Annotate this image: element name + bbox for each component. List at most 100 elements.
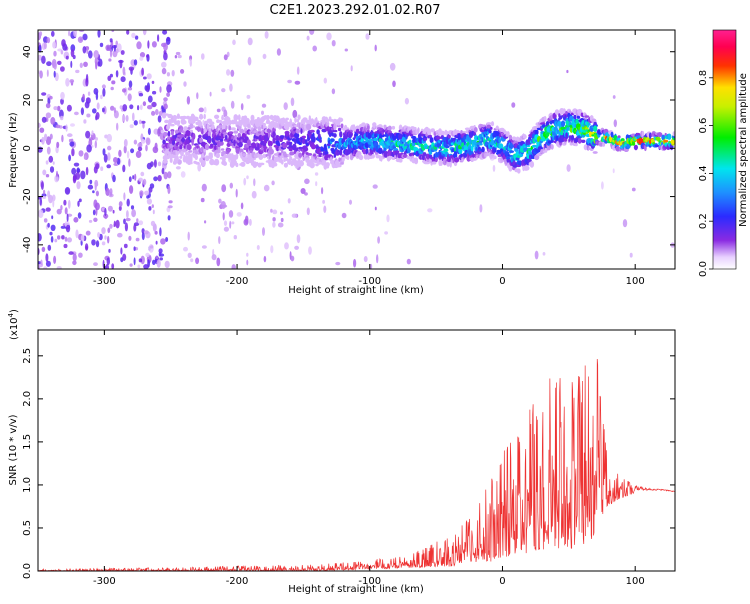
- heatmap-ridge-cell: [283, 162, 288, 168]
- heatmap-ridge-cell: [198, 116, 204, 119]
- heatmap-noise-cell: [39, 127, 45, 133]
- heatmap-noise-cell: [221, 184, 227, 193]
- heatmap-noise-cell: [218, 198, 222, 204]
- heatmap-noise-cell: [50, 117, 56, 125]
- heatmap-ridge-cell: [602, 142, 606, 147]
- heatmap-ridge-cell: [188, 150, 193, 153]
- x-tick-label: 100: [626, 276, 645, 287]
- heatmap-noise-cell: [93, 262, 98, 266]
- heatmap-noise-cell: [613, 119, 617, 128]
- heatmap-noise-cell: [120, 76, 126, 83]
- heatmap-ridge-cell: [426, 153, 430, 160]
- heatmap-noise-cell: [171, 70, 175, 77]
- heatmap-ridge-cell: [209, 143, 214, 148]
- heatmap-ridge-cell: [316, 129, 320, 135]
- heatmap-ridge-cell: [448, 134, 451, 139]
- heatmap-noise-cell: [71, 148, 75, 157]
- heatmap-noise-cell: [263, 184, 270, 192]
- heatmap-noise-cell: [374, 206, 377, 211]
- heatmap-noise-cell: [63, 199, 67, 206]
- heatmap-ridge-cell: [251, 142, 257, 149]
- heatmap-noise-cell: [296, 66, 300, 75]
- heatmap-noise-cell: [48, 155, 54, 163]
- heatmap-ridge-cell: [337, 164, 342, 168]
- heatmap-noise-cell: [145, 252, 150, 258]
- heatmap-noise-cell: [145, 85, 150, 93]
- heatmap-noise-cell: [65, 224, 71, 233]
- heatmap-ridge-cell: [562, 108, 566, 115]
- heatmap-noise-cell: [601, 181, 604, 190]
- heatmap-noise-cell: [152, 209, 155, 215]
- heatmap-ridge-cell: [239, 142, 242, 147]
- heatmap-noise-cell: [117, 232, 123, 238]
- heatmap-noise-cell: [133, 257, 136, 266]
- heatmap-ridge-cell: [175, 155, 179, 161]
- heatmap-noise-cell: [107, 235, 110, 244]
- heatmap-noise-cell: [106, 133, 113, 143]
- heatmap-noise-cell: [126, 150, 130, 159]
- heatmap-noise-cell: [54, 238, 58, 243]
- heatmap-noise-cell: [492, 164, 496, 172]
- heatmap-noise-cell: [105, 187, 110, 196]
- heatmap-ridge-cell: [211, 124, 215, 130]
- heatmap-noise-cell: [101, 227, 106, 235]
- heatmap-noise-cell: [150, 220, 156, 227]
- heatmap-noise-cell: [126, 30, 130, 35]
- heatmap-noise-cell: [102, 88, 106, 97]
- heatmap-noise-cell: [143, 76, 147, 80]
- heatmap-noise-cell: [159, 86, 162, 93]
- heatmap-noise-cell: [49, 95, 53, 100]
- y-tick-label: 2.0: [22, 391, 33, 407]
- heatmap-ridge-cell: [289, 141, 293, 145]
- x-tick-label: -300: [93, 576, 116, 587]
- heatmap-ridge-cell: [493, 155, 497, 160]
- heatmap-ridge-cell: [253, 153, 259, 159]
- heatmap-noise-cell: [277, 222, 284, 228]
- heatmap-ridge-cell: [575, 118, 580, 125]
- snr-x-ticks: -300 -200 -100 0 100: [93, 330, 645, 587]
- heatmap-ridge-cell: [179, 144, 183, 150]
- heatmap-noise-cell: [161, 167, 165, 175]
- heatmap-ridge-cell: [220, 148, 225, 151]
- heatmap-ridge-cell: [217, 127, 221, 131]
- heatmap-ridge-cell: [295, 128, 300, 134]
- heatmap-noise-cell: [138, 93, 144, 97]
- heatmap-noise-cell: [82, 93, 85, 101]
- heatmap-noise-cell: [315, 181, 318, 187]
- heatmap-noise-cell: [155, 109, 159, 116]
- heatmap-ridge-cell: [242, 153, 247, 157]
- heatmap-ridge-cell: [434, 156, 438, 163]
- heatmap-noise-cell: [47, 244, 52, 251]
- heatmap-noise-cell: [147, 95, 153, 103]
- heatmap-ridge-cell: [617, 135, 621, 139]
- heatmap-noise-cell: [290, 97, 295, 107]
- heatmap-noise-cell: [74, 111, 79, 116]
- heatmap-noise-cell: [136, 218, 139, 223]
- heatmap-ridge-cell: [169, 142, 173, 150]
- heatmap-ridge-cell: [560, 126, 566, 131]
- heatmap-noise-cell: [216, 108, 221, 113]
- heatmap-noise-cell: [146, 162, 152, 170]
- heatmap-noise-cell: [187, 252, 192, 258]
- heatmap-ridge-cell: [258, 154, 264, 160]
- heatmap-noise-cell: [64, 236, 68, 242]
- heatmap-noise-cell: [166, 72, 170, 77]
- heatmap-ridge-cell: [638, 138, 644, 143]
- heatmap-ridge-cell: [289, 151, 295, 156]
- heatmap-ridge-cell: [188, 136, 191, 141]
- heatmap-noise-cell: [376, 254, 379, 264]
- y-tick-label: 2.5: [22, 348, 33, 364]
- heatmap-ridge-cell: [219, 141, 224, 146]
- heatmap-ridge-cell: [478, 142, 483, 146]
- heatmap-noise-cell: [363, 256, 368, 263]
- heatmap-noise-cell: [612, 95, 616, 99]
- heatmap-ridge-cell: [272, 137, 276, 144]
- heatmap-noise-cell: [113, 107, 116, 114]
- snr-series-line: [38, 358, 675, 571]
- heatmap-ridge-cell: [188, 155, 193, 161]
- heatmap-noise-cell: [95, 240, 100, 248]
- heatmap-noise-cell: [109, 38, 113, 43]
- heatmap-noise-cell: [72, 175, 77, 184]
- heatmap-noise-cell: [45, 112, 52, 119]
- heatmap-noise-cell: [145, 144, 148, 152]
